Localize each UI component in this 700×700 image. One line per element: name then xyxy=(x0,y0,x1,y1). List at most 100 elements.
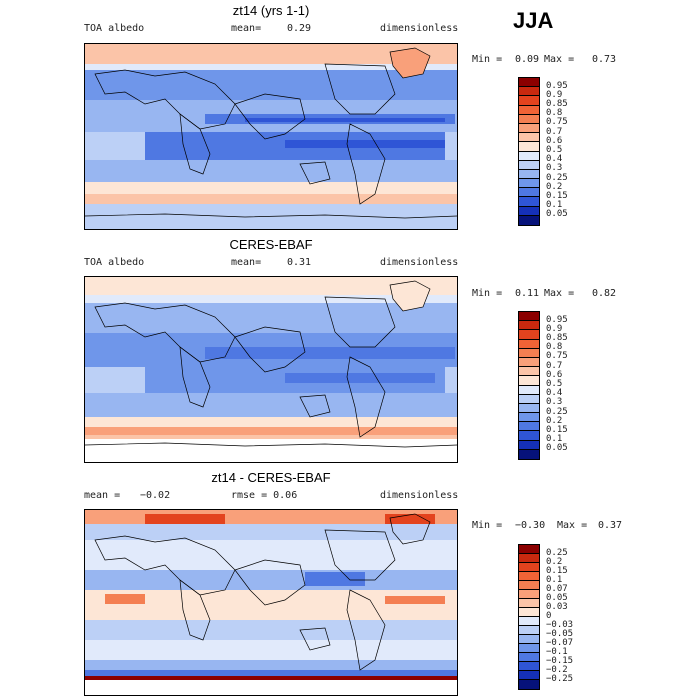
colorbar-swatch xyxy=(519,96,539,106)
colorbar-swatch xyxy=(519,590,539,599)
colorbar-tick-label: 0.85 xyxy=(546,333,568,344)
colorbar-swatch xyxy=(519,449,539,459)
colorbar-tick-label: −0.1 xyxy=(546,646,568,657)
colorbar-tick-label: 0.4 xyxy=(546,154,563,165)
colorbar-tick-label: −0.03 xyxy=(546,619,574,630)
colorbar-swatch xyxy=(519,197,539,207)
panel-1-min-label: Min = xyxy=(472,54,503,65)
colorbar-tick-label: −0.07 xyxy=(546,637,574,648)
colorbar-swatch xyxy=(519,188,539,198)
colorbar-swatch xyxy=(519,348,539,358)
colorbar-swatch xyxy=(519,413,539,423)
colorbar-tick-label: 0.8 xyxy=(546,342,563,353)
colorbar-swatch xyxy=(519,321,539,331)
colorbar-tick-label: 0.25 xyxy=(546,172,568,183)
colorbar-swatch xyxy=(519,160,539,170)
colorbar-tick-label: 0.2 xyxy=(546,556,563,567)
colorbar-tick-label: 0.05 xyxy=(546,443,568,454)
colorbar-tick-label: 0.9 xyxy=(546,89,563,100)
colorbar-swatch xyxy=(519,312,539,322)
colorbar-swatch xyxy=(519,635,539,644)
colorbar-tick-label: 0 xyxy=(546,610,552,621)
panel-2-colorbar-labels: 0.95 0.9 0.85 0.8 0.75 0.7 0.6 0.5 0.4 0.3 0.25 0.2… xyxy=(546,311,586,460)
colorbar-swatch xyxy=(519,422,539,432)
panel-2-units: dimensionless xyxy=(380,257,459,268)
panel-1-mean-value: 0.29 xyxy=(287,23,312,34)
colorbar-tick-label: 0.6 xyxy=(546,369,563,380)
colorbar-swatch xyxy=(519,87,539,97)
colorbar-swatch xyxy=(519,617,539,626)
panel-2-title: CERES-EBAF xyxy=(229,237,313,252)
colorbar-tick-label: 0.3 xyxy=(546,397,563,408)
colorbar-swatch xyxy=(519,179,539,189)
colorbar-tick-label: 0.5 xyxy=(546,145,563,155)
panel-2-map xyxy=(84,276,458,463)
panel-1-max-label: Max = xyxy=(544,54,575,65)
colorbar-tick-label: 0.75 xyxy=(546,117,568,128)
colorbar-swatch xyxy=(519,608,539,617)
panel-1-map xyxy=(84,43,458,230)
colorbar-swatch xyxy=(519,215,539,225)
colorbar-swatch xyxy=(519,142,539,152)
colorbar-tick-label: 0.15 xyxy=(546,565,568,576)
colorbar-tick-label: −0.25 xyxy=(546,673,574,684)
colorbar-swatch xyxy=(519,671,539,680)
season-label: JJA xyxy=(513,8,554,33)
panel-3-max-value: 0.37 xyxy=(598,520,623,531)
panel-3-mean-value: −0.02 xyxy=(140,490,171,501)
colorbar-swatch xyxy=(519,680,539,689)
panel-1-map-svg xyxy=(85,44,457,229)
panel-2-mean-label: mean= xyxy=(231,257,262,268)
colorbar-tick-label: 0.07 xyxy=(546,583,568,594)
panel-2-min-value: 0.11 xyxy=(515,288,540,299)
colorbar-tick-label: 0.25 xyxy=(546,406,568,417)
colorbar-tick-label: 0.5 xyxy=(546,379,563,389)
colorbar-swatch xyxy=(519,357,539,368)
panel-3-min-value: −0.30 xyxy=(515,520,546,531)
colorbar-tick-label: −0.2 xyxy=(546,664,568,675)
colorbar-swatch xyxy=(519,169,539,180)
panel-2-map-svg xyxy=(85,277,457,462)
panel-3-title: zt14 - CERES-EBAF xyxy=(211,470,331,485)
colorbar-swatch xyxy=(519,599,539,608)
colorbar-swatch xyxy=(519,78,539,88)
colorbar-swatch xyxy=(519,114,539,124)
colorbar-tick-label: 0.9 xyxy=(546,323,563,334)
panel-1-colorbar-labels: 0.95 0.9 0.85 0.8 0.75 0.7 0.6 0.5 0.4 0.3 0.25 0.2… xyxy=(546,77,586,226)
colorbar-tick-label: 0.1 xyxy=(546,574,563,585)
colorbar-swatch xyxy=(519,206,539,216)
colorbar-swatch xyxy=(519,440,539,450)
colorbar-swatch xyxy=(519,376,539,386)
colorbar-tick-label: 0.7 xyxy=(546,126,563,137)
panel-1-colorbar xyxy=(518,77,540,226)
panel-3-rmse: rmse = 0.06 xyxy=(231,490,298,501)
colorbar-tick-label: 0.25 xyxy=(546,547,568,558)
colorbar-swatch xyxy=(519,133,539,143)
colorbar-swatch xyxy=(519,385,539,395)
colorbar-swatch xyxy=(519,545,539,554)
colorbar-swatch xyxy=(519,581,539,590)
colorbar-tick-label: 0.3 xyxy=(546,163,563,174)
colorbar-swatch xyxy=(519,644,539,653)
colorbar-tick-label: 0.6 xyxy=(546,135,563,146)
panel-1-units: dimensionless xyxy=(380,23,459,34)
colorbar-tick-label: 0.15 xyxy=(546,424,568,435)
panel-2-min-label: Min = xyxy=(472,288,503,299)
panel-3-colorbar-labels: 0.25 0.2 0.15 0.1 0.07 0.05 0.03 0 −0.03 −0.05 −0.… xyxy=(546,544,586,690)
colorbar-tick-label: 0.75 xyxy=(546,351,568,362)
panel-1-mean-label: mean= xyxy=(231,23,262,34)
colorbar-tick-label: 0.4 xyxy=(546,388,563,399)
panel-2-max-value: 0.82 xyxy=(592,288,617,299)
panel-3-colorbar xyxy=(518,544,540,690)
colorbar-swatch xyxy=(519,563,539,572)
colorbar-tick-label: −0.15 xyxy=(546,655,574,666)
colorbar-tick-label: −0.05 xyxy=(546,628,574,639)
colorbar-tick-label: 0.7 xyxy=(546,360,563,371)
colorbar-tick-label: 0.05 xyxy=(546,592,568,603)
panel-1-title: zt14 (yrs 1-1) xyxy=(232,3,310,18)
colorbar-swatch xyxy=(519,554,539,563)
colorbar-tick-label: 0.1 xyxy=(546,200,563,211)
colorbar-swatch xyxy=(519,339,539,349)
colorbar-tick-label: 0.1 xyxy=(546,434,563,445)
panel-1-variable-label: TOA albedo xyxy=(84,23,145,34)
